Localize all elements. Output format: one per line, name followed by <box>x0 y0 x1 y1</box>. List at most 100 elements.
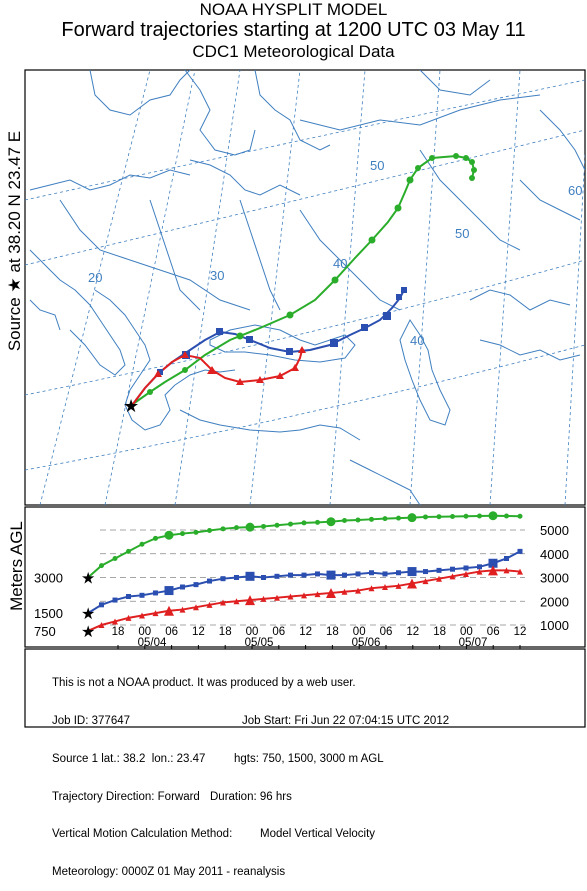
height-point <box>407 513 417 523</box>
height-point <box>382 584 388 590</box>
height-point <box>342 572 347 578</box>
height-point <box>287 593 294 600</box>
hour-tick-label: 18 <box>326 626 339 638</box>
height-point <box>314 591 321 598</box>
footer-frame <box>24 648 586 728</box>
disclaimer: This is not a NOAA product. It was produ… <box>52 677 356 690</box>
height-point <box>477 564 482 570</box>
height-point <box>274 594 280 601</box>
height-point <box>341 588 348 595</box>
height-point <box>153 535 158 541</box>
trajectory-direction: Trajectory Direction: Forward <box>52 790 200 803</box>
start-star-icon: ★ <box>81 606 95 623</box>
height-point <box>422 578 429 585</box>
height-point <box>423 569 428 575</box>
height-point <box>288 521 293 527</box>
map-coastlines <box>29 70 585 505</box>
height-point <box>477 513 482 519</box>
date-tick-label: 05/04 <box>138 637 167 649</box>
height-point <box>98 622 105 628</box>
height-tick-label: 2000 <box>540 594 569 609</box>
height-point <box>396 515 401 521</box>
height-point <box>207 578 212 584</box>
height-point <box>504 513 509 519</box>
height-point <box>503 567 510 574</box>
height-point <box>369 516 374 522</box>
height-tick-label: 5000 <box>540 523 569 538</box>
height-point <box>245 522 255 532</box>
height-point <box>382 516 388 522</box>
height-tick-label: 4000 <box>540 547 569 562</box>
height-point <box>368 585 375 592</box>
height-point <box>153 590 158 596</box>
vertical-model: Model Vertical Velocity <box>260 828 376 841</box>
height-point <box>517 548 523 554</box>
height-point <box>179 606 186 613</box>
height-point <box>233 598 240 605</box>
height-point <box>463 565 469 571</box>
title-line-3: CDC1 Meteorological Data <box>192 42 395 61</box>
height-tick-label: 3000 <box>540 571 569 586</box>
start-height-label: 1500 <box>34 606 63 621</box>
height-point <box>207 527 212 533</box>
height-point <box>180 531 185 537</box>
height-point <box>423 514 428 520</box>
height-point <box>288 572 293 578</box>
height-point <box>517 513 523 519</box>
start-height-label: 3000 <box>34 571 63 586</box>
hour-tick-label: 12 <box>514 626 527 638</box>
start-height-label: 750 <box>34 624 56 639</box>
start-star-icon: ★ <box>81 571 95 588</box>
height-point <box>488 558 498 568</box>
height-point <box>193 529 199 535</box>
vertical-method: Vertical Motion Calculation Method: <box>52 828 233 841</box>
map-frame <box>24 69 586 506</box>
height-point <box>342 518 347 523</box>
height-point <box>126 594 131 599</box>
height-point <box>315 571 320 577</box>
height-point <box>517 568 523 575</box>
grid-label: 40 <box>333 256 347 271</box>
height-point <box>220 526 226 532</box>
height-point <box>112 618 118 625</box>
height-tick-label: 1000 <box>540 618 569 633</box>
height-point <box>274 522 280 528</box>
height-point <box>139 541 145 547</box>
height-point <box>449 573 456 580</box>
height-point <box>488 565 498 576</box>
hour-tick-label: 00 <box>460 626 473 638</box>
height-point <box>152 610 159 617</box>
height-axis-labels: 5000 4000 3000 2000 1000 3000 1500 750 <box>34 523 569 639</box>
hour-tick-label: 06 <box>272 626 285 638</box>
height-point <box>315 519 320 525</box>
height-point <box>488 511 498 521</box>
height-point <box>476 568 483 575</box>
hour-tick-label: 06 <box>380 626 393 638</box>
grid-label: 50 <box>370 158 384 173</box>
height-point <box>301 572 307 578</box>
height-point <box>436 575 442 582</box>
height-point <box>164 586 174 596</box>
height-point <box>301 592 307 599</box>
height-point <box>395 582 402 589</box>
start-heights: hgts: 750, 1500, 3000 m AGL <box>234 752 384 765</box>
meteorology: Meteorology: 0000Z 01 May 2011 - reanaly… <box>52 866 286 879</box>
height-point <box>274 573 280 579</box>
height-point <box>450 513 455 519</box>
height-point <box>326 570 336 580</box>
hour-tick-label: 06 <box>487 626 500 638</box>
date-tick-label: 05/05 <box>245 637 274 649</box>
grid-label: 40 <box>410 333 424 348</box>
grid-label: 60 <box>568 183 582 198</box>
height-point <box>396 570 401 576</box>
trajectory-figure: 20 30 40 50 40 50 60 <box>24 69 586 728</box>
job-start: Job Start: Fri Jun 22 07:04:15 UTC 2012 <box>242 714 450 727</box>
start-star-icon: ★ <box>81 624 95 641</box>
grid-label: 30 <box>210 268 224 283</box>
footer-info: This is not a NOAA product. It was produ… <box>52 652 449 891</box>
height-point <box>355 517 361 523</box>
height-point <box>355 571 361 577</box>
map-content: 20 30 40 50 40 50 60 <box>25 70 585 505</box>
time-axis: 18 00 06 12 18 00 06 12 18 00 06 12 18 00 06 12 05/04 05/… <box>112 626 527 649</box>
height-point <box>193 582 199 588</box>
